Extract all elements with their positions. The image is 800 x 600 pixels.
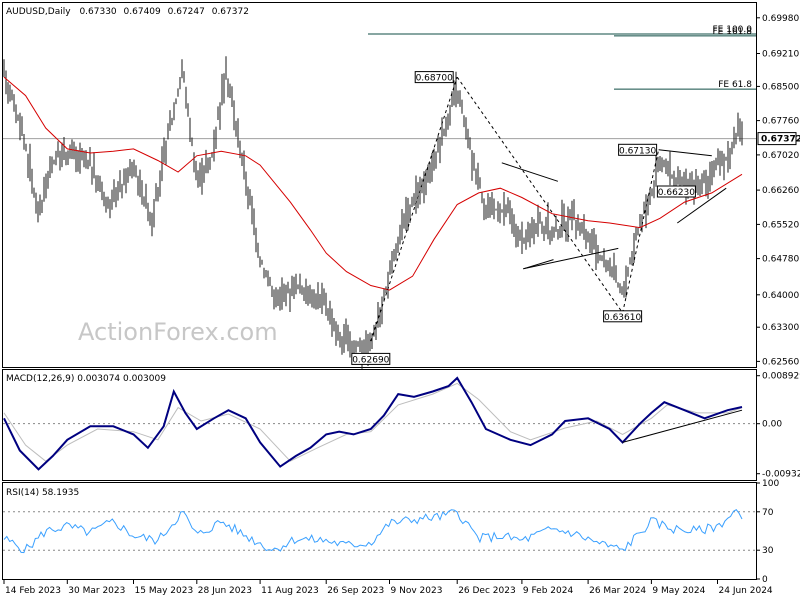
price-axis-label: 0.64780 (762, 255, 799, 265)
date-axis-label: 30 Mar 2023 (68, 586, 125, 596)
fib-level-label: FE 161.8 (713, 27, 753, 37)
date-axis-label: 9 Nov 2023 (391, 586, 443, 596)
ohlc-high: 0.67409 (124, 7, 161, 17)
trend-line (523, 247, 619, 270)
chart-header: AUDUSD,Daily 0.67330 0.67409 0.67247 0.6… (6, 7, 249, 17)
current-price-tag: 0.67372 (757, 132, 800, 146)
annotation-box (414, 71, 454, 84)
price-axis-label: 0.64000 (762, 291, 799, 301)
current-price-box (757, 132, 797, 146)
price-axis-label: 0.66260 (762, 186, 799, 196)
annotation-box (603, 310, 643, 323)
macd-trend-line (622, 409, 743, 443)
ohlc-low: 0.67247 (168, 7, 205, 17)
price-axis-label: 0.68500 (762, 82, 799, 92)
timeframe-label: Daily (48, 7, 71, 17)
macd-line (3, 376, 743, 471)
rsi-plot (3, 509, 756, 554)
price-annotation: 0.62690 (351, 352, 391, 365)
annotation-label: 0.63610 (604, 313, 641, 323)
fib-level-label: FE 61.8 (718, 80, 752, 90)
annotation-box (618, 143, 658, 156)
date-axis-label: 26 Sep 2023 (327, 586, 384, 596)
macd-label: MACD(12,26,9) 0.003074 0.003009 (6, 374, 166, 384)
rsi-line (3, 509, 743, 554)
price-axis-label: 0.63300 (762, 323, 799, 333)
fib-level-label: FE 100.0 (713, 25, 753, 35)
price-axis-label: 0.62560 (762, 357, 799, 367)
price-panel (2, 2, 757, 368)
ohlc-open: 0.67330 (79, 7, 116, 17)
sma-line (3, 76, 743, 291)
annotation-box (351, 352, 391, 365)
price-axis-label: 0.69980 (762, 14, 799, 24)
wave-projection-line (370, 76, 458, 342)
date-axis-label: 15 May 2023 (135, 586, 194, 596)
current-price-label: 0.67372 (761, 135, 800, 145)
price-axis-label: 0.67760 (762, 117, 799, 127)
rsi-axis-label: 30 (762, 546, 774, 556)
trend-line (658, 149, 712, 157)
annotation-label: 0.66230 (658, 188, 695, 198)
price-axis-label: 0.67020 (762, 151, 799, 161)
symbol-label: AUDUSD (6, 7, 45, 17)
wave-projection-line (622, 149, 660, 313)
price-annotation: 0.66230 (656, 185, 696, 198)
price-axis-label: 0.69210 (762, 50, 799, 60)
rsi-axis-label: 70 (762, 508, 774, 518)
price-annotation: 0.63610 (603, 310, 643, 323)
price-axis-label: 0.65520 (762, 220, 799, 230)
date-axis-label: 14 Feb 2023 (5, 586, 61, 596)
macd-plot (3, 376, 756, 471)
annotation-label: 0.67130 (619, 146, 656, 156)
date-axis-label: 9 Feb 2024 (523, 586, 574, 596)
annotation-box (656, 185, 696, 198)
svg-text:AUDUSD,Daily 0.67330: AUDUSD,Daily 0.67330 0.67409 0.67247 0.6… (6, 7, 249, 17)
watermark: ActionForex.com (78, 318, 278, 346)
date-axis-label: 11 Aug 2023 (261, 586, 319, 596)
ohlc-close: 0.67372 (212, 7, 249, 17)
rsi-axis-label: 100 (762, 479, 779, 489)
trend-line (501, 162, 559, 182)
date-axis-label: 28 Jun 2023 (198, 586, 252, 596)
date-axis-label: 24 Jun 2024 (719, 586, 773, 596)
date-axis-label: 26 Dec 2023 (458, 586, 516, 596)
rsi-label: RSI(14) 58.1935 (6, 488, 79, 498)
annotation-label: 0.68700 (416, 74, 453, 84)
date-axis-label: 9 May 2024 (652, 586, 705, 596)
date-axis-label: 26 Mar 2024 (589, 586, 646, 596)
rsi-panel (2, 482, 757, 580)
rsi-axis-label: 0 (762, 575, 768, 585)
macd-panel (2, 369, 757, 481)
price-annotation: 0.68700 (414, 71, 454, 84)
annotation-label: 0.62690 (352, 355, 389, 365)
price-plot: FE 100.0FE 161.8 FE 61.8 0.68700 0.62690 0.6… (3, 25, 756, 369)
macd-axis-label: 0.008929 (762, 372, 800, 382)
axes: 0.69980 0.69210 0.68500 0.67760 0.67020 0.662… (3, 14, 800, 596)
macd-axis-label: 0.00 (762, 420, 782, 430)
price-annotation: 0.67130 (618, 143, 658, 156)
macd-signal-line (3, 382, 743, 462)
trend-line (677, 187, 727, 224)
trend-line (523, 259, 554, 270)
